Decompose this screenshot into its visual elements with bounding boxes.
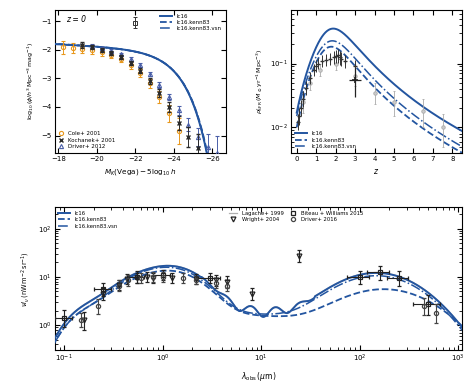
Legend: lc16, lc16.kenn83, lc16.kenn83.vsn: lc16, lc16.kenn83, lc16.kenn83.vsn (294, 130, 357, 150)
X-axis label: $\lambda_{\rm obs}\,(\mu{\rm m})$: $\lambda_{\rm obs}\,(\mu{\rm m})$ (241, 370, 276, 383)
Y-axis label: $\log_{10}(\phi/h^3\,\mathrm{Mpc}^{-3}\,\mathrm{mag}^{-1})$: $\log_{10}(\phi/h^3\,\mathrm{Mpc}^{-3}\,… (26, 42, 36, 120)
Legend: Cole+ 2001, Kochanek+ 2001, Driver+ 2012: Cole+ 2001, Kochanek+ 2001, Driver+ 2012 (57, 130, 117, 150)
Text: z = 0: z = 0 (66, 15, 86, 24)
Legend: Lagache+ 1999, Wright+ 2004, Biteau + Williams 2015, Driver+ 2016: Lagache+ 1999, Wright+ 2004, Biteau + Wi… (228, 210, 365, 223)
Y-axis label: $\nu I_\nu\,({\rm nW\,m}^{-2}\,{\rm sr}^{-1})$: $\nu I_\nu\,({\rm nW\,m}^{-2}\,{\rm sr}^… (20, 251, 32, 307)
X-axis label: $z$: $z$ (374, 167, 380, 176)
X-axis label: $M_K(\mathrm{Vega}) - 5\log_{10}h$: $M_K(\mathrm{Vega}) - 5\log_{10}h$ (104, 167, 176, 177)
Y-axis label: $\rho^{\prime}_{\rm SFR}\,(M_\odot\,{\rm yr}^{-1}\,{\rm Mpc}^{-3})$: $\rho^{\prime}_{\rm SFR}\,(M_\odot\,{\rm… (254, 49, 265, 114)
